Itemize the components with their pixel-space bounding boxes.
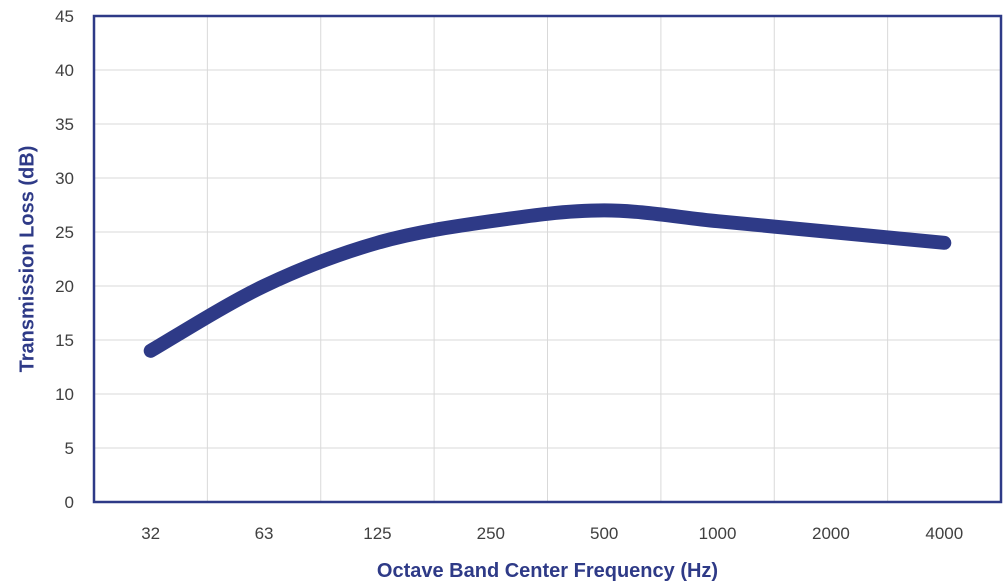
series-line <box>143 203 952 358</box>
y-axis-title: Transmission Loss (dB) <box>16 146 38 373</box>
x-tick-label: 2000 <box>812 524 850 543</box>
x-axis-title: Octave Band Center Frequency (Hz) <box>377 560 718 582</box>
y-tick-label: 0 <box>65 493 74 512</box>
y-axis-tick-labels: 0 5 10 15 20 25 30 35 40 45 <box>55 7 74 512</box>
x-tick-label: 1000 <box>699 524 737 543</box>
y-tick-label: 45 <box>55 7 74 26</box>
y-tick-label: 25 <box>55 223 74 242</box>
x-tick-label: 250 <box>477 524 505 543</box>
x-tick-label: 63 <box>255 524 274 543</box>
y-tick-label: 10 <box>55 385 74 404</box>
x-tick-label: 500 <box>590 524 618 543</box>
series-layer <box>143 203 952 358</box>
y-tick-label: 15 <box>55 331 74 350</box>
y-tick-label: 40 <box>55 61 74 80</box>
y-tick-label: 30 <box>55 169 74 188</box>
x-tick-label: 32 <box>141 524 160 543</box>
y-tick-label: 5 <box>65 439 74 458</box>
y-tick-label: 35 <box>55 115 74 134</box>
grid <box>94 15 1001 503</box>
x-tick-label: 125 <box>363 524 391 543</box>
plot-area-border <box>92 14 1003 504</box>
x-axis-tick-labels: 32 63 125 250 500 1000 2000 4000 <box>141 524 963 543</box>
x-tick-label: 4000 <box>925 524 963 543</box>
y-tick-label: 20 <box>55 277 74 296</box>
